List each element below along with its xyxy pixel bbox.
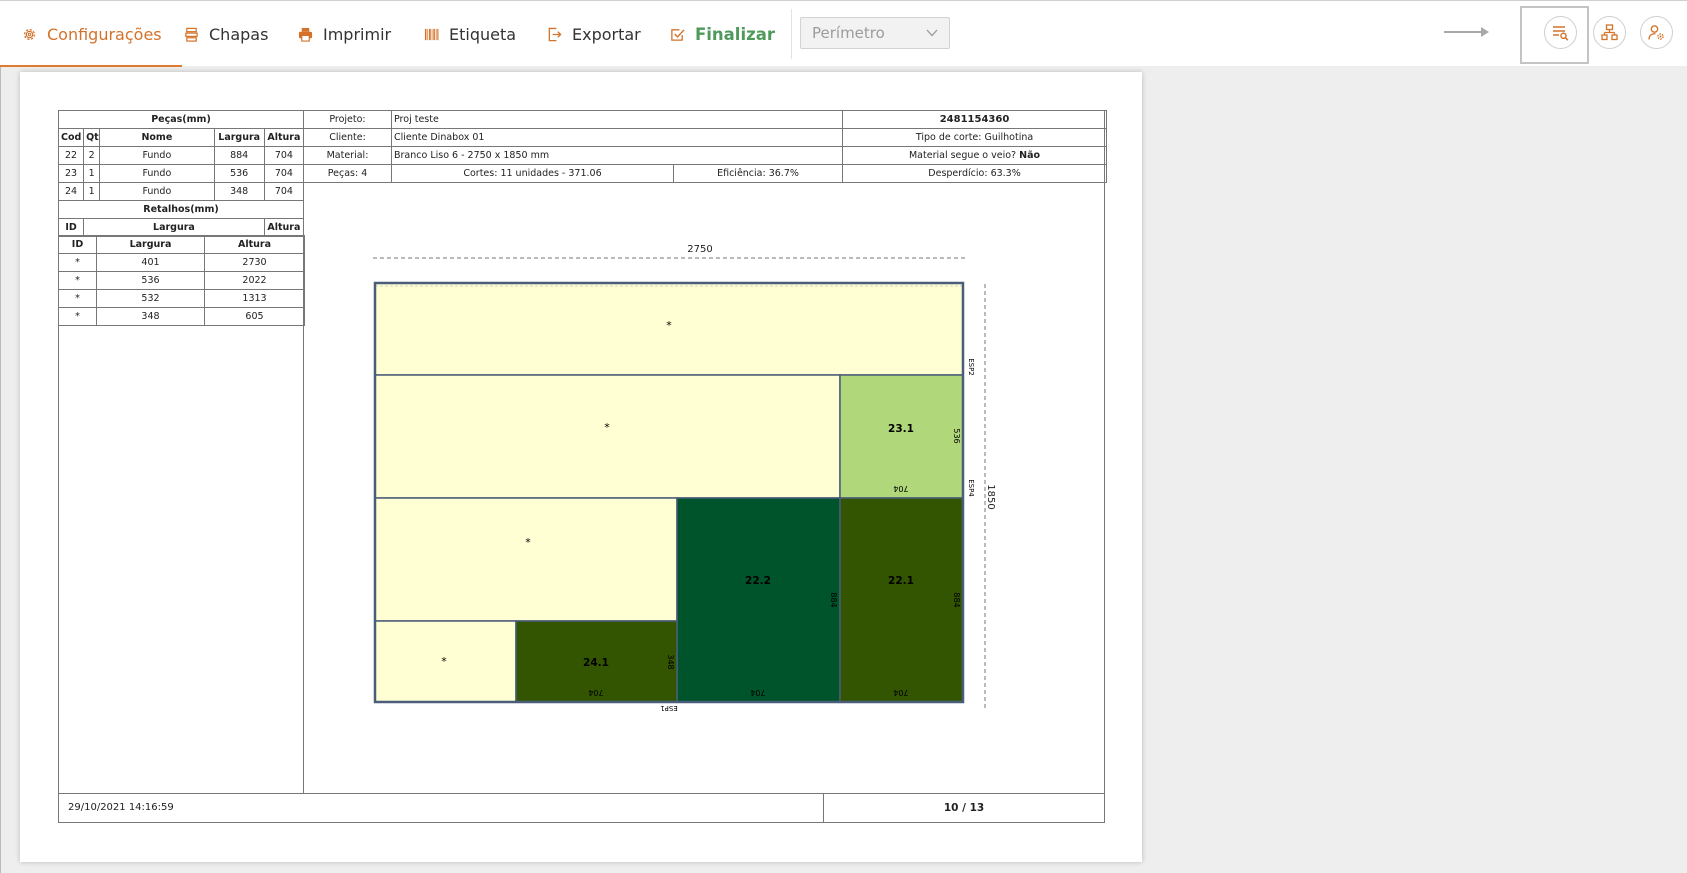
report-frame: Peças(mm) Cod Qt Nome Largura Altura 22 …: [57, 110, 1108, 823]
nav-finalizar[interactable]: Finalizar: [670, 1, 775, 67]
hierarchy-button[interactable]: [1593, 16, 1626, 49]
table-row: 22 2 Fundo 884 704: [57, 146, 305, 165]
chevron-down-icon: [926, 29, 938, 37]
piece-24-1: [515, 620, 678, 703]
pecas-table: Peças(mm) Cod Qt Nome Largura Altura 22 …: [57, 110, 305, 237]
piece-height-label: 884: [952, 592, 961, 607]
report-footer: 29/10/2021 14:16:59 10 / 13: [59, 793, 1104, 823]
nav-exportar[interactable]: Exportar: [547, 1, 641, 67]
piece-label: 24.1: [583, 657, 609, 669]
printer-icon: [298, 27, 313, 42]
piece-width-label: 704: [750, 688, 765, 697]
desperdicio-info: Desperdício: 63.3%: [842, 164, 1108, 183]
edge-label: ESP2: [967, 358, 975, 376]
height-dimension-label: 1850: [985, 484, 996, 509]
nav-configuracoes[interactable]: Configurações: [0, 1, 182, 67]
window-edge: [0, 0, 1, 873]
export-icon: [548, 27, 562, 41]
nav-divider: [791, 9, 792, 59]
table-cell: 605: [204, 307, 305, 326]
project-info-table: Projeto: Proj teste 2481154360 Cliente: …: [303, 110, 1108, 183]
arrow-right-icon: [1444, 27, 1489, 37]
piece-height-label: 536: [952, 428, 961, 443]
nav-etiqueta[interactable]: Etiqueta: [424, 1, 516, 67]
piece-width-label: 704: [893, 484, 908, 493]
scrap-label: *: [604, 421, 610, 434]
table-row: * 532 1313: [58, 289, 305, 308]
scrap-piece: [374, 620, 517, 703]
table-row: 24 1 Fundo 348 704: [57, 182, 305, 201]
veio-label: Material segue o veio?: [908, 150, 1017, 161]
piece-width-label: 704: [588, 688, 603, 697]
highlight-box: [1520, 6, 1589, 64]
edge-label: ESP4: [967, 479, 975, 497]
nav-chapas-label: Chapas: [209, 24, 269, 44]
piece-width-label: 704: [893, 688, 908, 697]
nav-finalizar-label: Finalizar: [695, 24, 775, 44]
table-row: * 401 2730: [58, 253, 305, 272]
edge-label: ESP1: [660, 704, 678, 712]
nav-configuracoes-label: Configurações: [47, 24, 162, 44]
piece-label: 22.2: [745, 575, 771, 587]
nav-chapas[interactable]: Chapas: [184, 1, 268, 67]
page-number: 10 / 13: [943, 802, 985, 814]
mode-select[interactable]: Perímetro: [800, 17, 950, 49]
scrap-label: *: [525, 536, 531, 549]
table-row: * 348 605: [58, 307, 305, 326]
gear-icon: [23, 28, 36, 40]
piece-label: 23.1: [888, 423, 914, 435]
list-search-button[interactable]: [1544, 16, 1577, 49]
nav-imprimir-label: Imprimir: [323, 24, 392, 44]
piece-22-1: [839, 497, 964, 703]
width-dimension-label: 2750: [687, 244, 712, 255]
cortes-info: Cortes: 11 unidades - 371.06: [391, 164, 674, 183]
list-search-icon: [1553, 26, 1569, 41]
scrap-piece: [374, 374, 841, 499]
report-date: 29/10/2021 14:16:59: [68, 802, 174, 813]
footer-divider: [823, 794, 824, 823]
top-nav-bar: Configurações Chapas Imprimir Etiqueta E…: [0, 0, 1687, 67]
column-divider: [303, 111, 304, 793]
piece-label: 22.1: [888, 575, 914, 587]
report-sheet: Peças(mm) Cod Qt Nome Largura Altura 22 …: [20, 72, 1142, 862]
scrap-piece: [374, 497, 678, 622]
user-settings-icon: [1648, 25, 1664, 40]
user-settings-button[interactable]: [1640, 16, 1673, 49]
scrap-label: *: [666, 319, 672, 332]
table-row: 23 1 Fundo 536 704: [57, 164, 305, 183]
hierarchy-icon: [1601, 24, 1618, 41]
eficiencia-info: Eficiência: 36.7%: [672, 164, 844, 183]
piece-height-label: 884: [829, 592, 838, 607]
table-cell: 704: [263, 164, 305, 183]
piece-23-1: [839, 374, 964, 499]
nav-etiqueta-label: Etiqueta: [449, 24, 517, 44]
veio-value: Não: [1019, 150, 1041, 161]
barcode-icon: [424, 28, 439, 40]
sheet-outline: [373, 281, 965, 704]
mode-select-value: Perímetro: [812, 24, 885, 42]
nav-exportar-label: Exportar: [572, 24, 641, 44]
sheets-icon: [185, 27, 198, 42]
piece-height-label: 348: [666, 654, 675, 669]
nav-imprimir[interactable]: Imprimir: [298, 1, 391, 67]
piece-22-2: [676, 497, 841, 703]
cutting-plan: 2750 1850 * * 23.1 * 22.2 22.1 * 24.1: [373, 244, 996, 712]
retalhos-table: ID Largura Altura * 401 2730 * 536 2022 …: [58, 235, 305, 326]
scrap-label: *: [441, 655, 447, 668]
check-square-icon: [671, 28, 685, 41]
